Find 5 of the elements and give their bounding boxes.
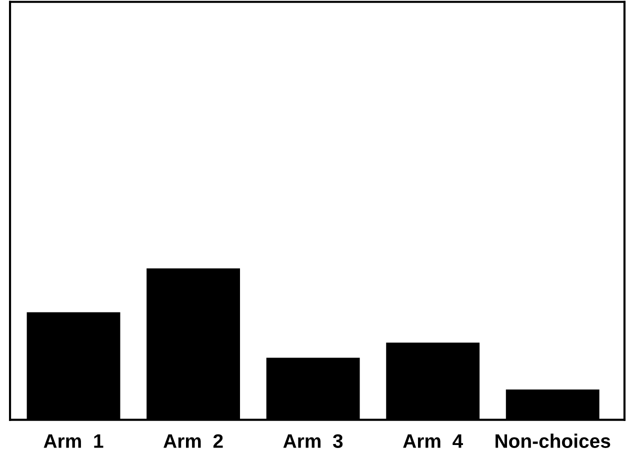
- x-tick-label: Arm 4: [403, 434, 463, 448]
- x-tick-label: Arm 2: [164, 434, 223, 448]
- x-tick-label: Non-choices: [496, 434, 610, 448]
- x-tick-label: Arm 3: [283, 434, 343, 448]
- x-tick-label: Arm 1: [44, 434, 104, 448]
